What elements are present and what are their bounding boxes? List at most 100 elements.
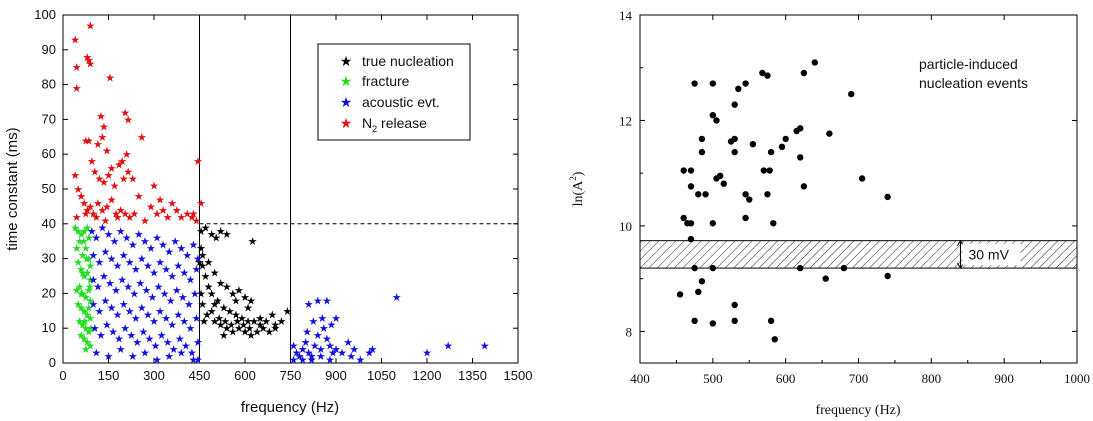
point-acoustic-evt-7: ★ — [128, 240, 138, 252]
point-acoustic-evt-88: ★ — [181, 341, 191, 353]
right-point-6 — [800, 69, 808, 77]
point-acoustic-evt-59: ★ — [113, 309, 123, 321]
right-point-53 — [822, 275, 829, 282]
left-x-tick-label-1050: 1050 — [367, 368, 396, 383]
legend-n2-subscript: 2 — [372, 124, 377, 134]
point-acoustic-evt-50: ★ — [166, 295, 176, 307]
left-y-tick-label-90: 90 — [42, 42, 56, 57]
point-acoustic-evt-23: ★ — [113, 261, 123, 273]
point-acoustic-evt-49: ★ — [160, 288, 170, 300]
point-acoustic-evt-103: ★ — [295, 351, 305, 363]
point-acoustic-evt-18: ★ — [193, 254, 203, 266]
point-n2-release-23: ★ — [94, 174, 104, 186]
right-point-41 — [680, 214, 687, 222]
right-point-9 — [709, 111, 717, 119]
point-fracture-31: ★ — [84, 327, 94, 339]
point-acoustic-evt-33: ★ — [173, 261, 183, 273]
point-fracture-37: ★ — [78, 268, 88, 280]
point-n2-release-56: ★ — [172, 205, 182, 217]
point-n2-release-45: ★ — [116, 205, 126, 217]
point-acoustic-evt-75: ★ — [102, 320, 112, 332]
point-acoustic-evt-35: ★ — [185, 274, 195, 286]
point-acoustic-evt-110: ★ — [316, 344, 326, 356]
point-true-nucleation-21: ★ — [219, 302, 229, 314]
left-x-tick-label-0: 0 — [59, 368, 66, 383]
point-true-nucleation-23: ★ — [231, 309, 241, 321]
right-point-15 — [826, 130, 833, 137]
right-x-tick-label-400: 400 — [630, 371, 650, 386]
point-fracture-16: ★ — [85, 274, 95, 286]
point-true-nucleation-24: ★ — [237, 313, 247, 325]
point-n2-release-14: ★ — [84, 135, 94, 147]
left-y-tick-label-60: 60 — [42, 146, 56, 161]
point-acoustic-evt-128: ★ — [349, 344, 359, 356]
point-n2-release-48: ★ — [129, 208, 139, 220]
point-acoustic-evt-29: ★ — [149, 268, 159, 280]
point-n2-release-40: ★ — [93, 198, 103, 210]
point-fracture-29: ★ — [78, 320, 88, 332]
right-point-5 — [764, 72, 771, 79]
point-n2-release-64: ★ — [101, 215, 111, 227]
point-acoustic-evt-127: ★ — [346, 351, 356, 363]
right-x-tick-label-600: 600 — [776, 371, 796, 386]
point-n2-release-60: ★ — [192, 215, 202, 227]
point-acoustic-evt-136: ★ — [308, 316, 318, 328]
point-acoustic-evt-86: ★ — [169, 344, 179, 356]
left-data-points: ★★★★★★★★★★★★★★★★★★★★★★★★★★★★★★★★★★★★★★★★… — [70, 20, 490, 366]
right-x-tick-label-700: 700 — [849, 371, 869, 386]
point-fracture-39: ★ — [76, 288, 86, 300]
point-acoustic-evt-117: ★ — [298, 355, 308, 367]
point-n2-release-16: ★ — [97, 132, 107, 144]
point-acoustic-evt-108: ★ — [310, 341, 320, 353]
right-point-14 — [782, 135, 789, 143]
point-fracture-7: ★ — [75, 236, 85, 248]
point-acoustic-evt-16: ★ — [182, 250, 192, 262]
point-n2-release-31: ★ — [149, 181, 159, 193]
point-acoustic-evt-13: ★ — [164, 247, 174, 259]
point-acoustic-evt-43: ★ — [123, 281, 133, 293]
point-acoustic-evt-54: ★ — [190, 288, 200, 300]
point-true-nucleation-38: ★ — [234, 323, 244, 335]
point-fracture-38: ★ — [84, 302, 94, 314]
point-n2-release-52: ★ — [152, 208, 162, 220]
point-true-nucleation-6: ★ — [196, 243, 206, 255]
point-acoustic-evt-93: ★ — [116, 344, 126, 356]
point-acoustic-evt-132: ★ — [392, 292, 402, 304]
point-n2-release-44: ★ — [111, 208, 121, 220]
point-true-nucleation-29: ★ — [270, 323, 280, 335]
point-acoustic-evt-76: ★ — [108, 327, 118, 339]
point-fracture-8: ★ — [78, 250, 88, 262]
right-y-title-base: ln(A — [571, 180, 586, 207]
point-fracture-4: ★ — [82, 222, 92, 234]
point-acoustic-evt-48: ★ — [154, 281, 164, 293]
left-chart: 0 150 300 450 600 750 900 1050 1200 1350 1500 0 10 20… — [4, 7, 532, 416]
right-y-tick-label-8: 8 — [626, 324, 633, 339]
point-true-nucleation-13: ★ — [234, 285, 244, 297]
point-acoustic-evt-111: ★ — [319, 323, 329, 335]
right-point-35 — [687, 183, 695, 190]
point-acoustic-evt-9: ★ — [140, 236, 150, 248]
point-acoustic-evt-32: ★ — [167, 271, 177, 283]
point-acoustic-evt-130: ★ — [364, 348, 374, 360]
point-true-nucleation-53: ★ — [245, 323, 255, 335]
right-y-tick-label-12: 12 — [619, 113, 632, 128]
right-y-title-sup: 2 — [568, 176, 578, 181]
left-y-tick-label-10: 10 — [42, 320, 56, 335]
point-n2-release-9: ★ — [99, 121, 109, 133]
point-acoustic-evt-94: ★ — [128, 351, 138, 363]
point-n2-release-66: ★ — [193, 156, 203, 168]
point-acoustic-evt-60: ★ — [119, 299, 129, 311]
left-axis-ticks: 0 150 300 450 600 750 900 1050 1200 1350 1500 0 10 20… — [34, 7, 532, 383]
point-n2-release-1: ★ — [72, 62, 82, 74]
right-y-tick-label-14: 14 — [619, 8, 633, 23]
point-acoustic-evt-52: ★ — [178, 292, 188, 304]
point-acoustic-evt-101: ★ — [289, 341, 299, 353]
point-acoustic-evt-99: ★ — [188, 355, 198, 367]
point-n2-release-4: ★ — [84, 55, 94, 67]
point-n2-release-25: ★ — [104, 170, 114, 182]
point-acoustic-evt-106: ★ — [304, 348, 314, 360]
point-n2-release-24: ★ — [99, 177, 109, 189]
point-acoustic-evt-96: ★ — [152, 355, 162, 367]
point-true-nucleation-3: ★ — [211, 233, 221, 245]
point-acoustic-evt-109: ★ — [313, 330, 323, 342]
